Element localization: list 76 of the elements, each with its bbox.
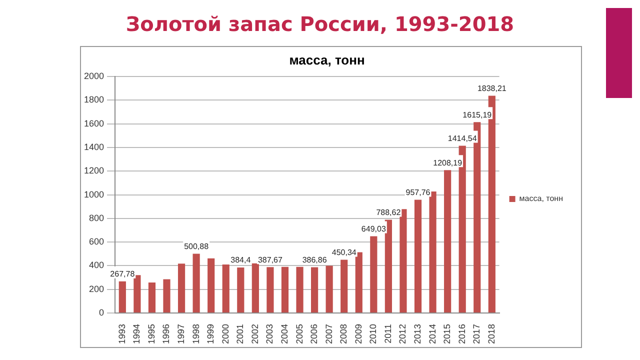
bar [252, 263, 259, 312]
bar [208, 258, 215, 312]
bar [400, 209, 407, 312]
legend-label: масса, тонн [519, 194, 563, 204]
y-tick-label: 1000 [84, 189, 104, 200]
x-tick-label: 1997 [176, 324, 186, 344]
x-tick-label: 2018 [486, 324, 496, 344]
y-tick-label: 400 [88, 260, 104, 270]
bar [444, 170, 452, 312]
x-tick-label: 1999 [206, 324, 216, 344]
x-tick-label: 2006 [309, 324, 320, 344]
x-tick-label: 2015 [442, 324, 452, 344]
bar [340, 260, 348, 312]
chart-title: Золотой запас России, 1993-2018 [124, 12, 516, 36]
bar [370, 236, 378, 312]
x-tick-label: 2012 [398, 324, 408, 344]
bar [281, 266, 289, 312]
x-tick-label: 2004 [279, 324, 290, 344]
bar [384, 220, 392, 312]
data-label: 267,78 [110, 270, 136, 279]
x-tick-label: 1993 [116, 324, 127, 344]
x-tick-label: 2005 [294, 324, 304, 344]
bar [429, 191, 436, 312]
data-label: 1838,21 [477, 84, 507, 93]
bar [414, 200, 422, 312]
data-label: 384,4 [230, 256, 252, 265]
x-tick-label: 2013 [412, 324, 422, 344]
x-tick-label: 1998 [190, 324, 201, 344]
x-tick-label: 2014 [427, 324, 438, 344]
x-tick-label: 2007 [324, 324, 334, 344]
data-label: 500,88 [184, 242, 210, 251]
data-label: 788,62 [376, 208, 402, 217]
bar [192, 254, 200, 312]
bar [326, 266, 333, 312]
bar [237, 268, 244, 312]
y-tick-label: 200 [88, 284, 104, 294]
data-label: 386,86 [302, 255, 328, 264]
x-tick-label: 2000 [220, 324, 230, 344]
chart-subtitle: масса, тонн [289, 52, 365, 68]
data-label: 649,03 [361, 224, 386, 234]
bar [148, 282, 156, 312]
x-tick-label: 2010 [368, 324, 378, 344]
x-tick-label: 1996 [161, 324, 172, 344]
y-tick-label: 600 [88, 236, 104, 247]
x-tick-label: 2011 [382, 324, 393, 344]
x-tick-label: 1995 [146, 324, 156, 344]
bar [296, 266, 304, 312]
data-label: 1208,19 [433, 158, 463, 168]
data-label: 1414,54 [448, 134, 478, 143]
y-tick-label: 1400 [84, 142, 104, 152]
data-label: 387,67 [258, 255, 283, 264]
data-label: 957,76 [406, 188, 431, 197]
x-tick-label: 2008 [338, 324, 349, 344]
bar [178, 264, 186, 312]
x-tick-label: 2016 [456, 324, 467, 344]
bar [311, 267, 318, 312]
y-tick-label: 0 [99, 307, 104, 318]
y-tick-label: 2000 [84, 71, 104, 82]
x-tick-label: 1994 [132, 324, 142, 344]
bar [266, 267, 274, 312]
x-tick-label: 2001 [235, 324, 246, 344]
bar [118, 281, 126, 312]
bar [163, 279, 170, 312]
data-label: 450,34 [332, 248, 357, 257]
data-label: 1615,19 [462, 110, 492, 120]
bar [355, 252, 362, 312]
bar [222, 264, 230, 312]
bar [134, 275, 141, 312]
x-tick-label: 2009 [353, 324, 364, 344]
y-tick-label: 1600 [84, 118, 104, 128]
x-tick-label: 2003 [264, 324, 275, 344]
x-tick-label: 2017 [472, 324, 482, 344]
y-tick-label: 800 [88, 212, 104, 223]
y-tick-label: 1200 [84, 166, 104, 176]
x-tick-label: 2002 [250, 324, 260, 344]
y-tick-label: 1800 [84, 94, 104, 105]
